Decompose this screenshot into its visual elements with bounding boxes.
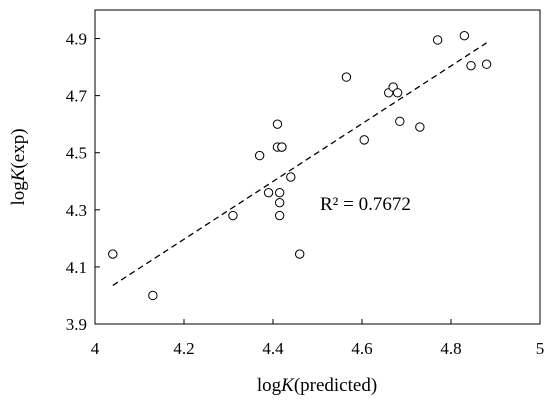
y-tick-label: 3.9	[66, 315, 87, 334]
data-point	[108, 249, 118, 259]
x-tick-label: 5	[536, 339, 545, 358]
data-point	[263, 187, 274, 198]
data-point	[228, 210, 238, 221]
data-points	[108, 30, 492, 301]
data-point	[359, 135, 369, 145]
x-axis-title: logK(predicted)	[257, 375, 377, 396]
y-tick-label: 4.3	[66, 201, 87, 220]
data-point	[254, 150, 265, 161]
y-tick-label: 4.9	[66, 30, 87, 49]
data-point	[415, 122, 425, 132]
data-point	[277, 142, 287, 152]
data-point	[395, 116, 405, 127]
data-point	[459, 30, 470, 41]
data-point	[274, 197, 285, 208]
data-point	[272, 119, 283, 129]
data-point	[148, 290, 158, 301]
trendline	[112, 42, 487, 287]
y-axis-title: logK(exp)	[8, 128, 29, 205]
trendline-group	[112, 42, 487, 287]
y-tick-label: 4.5	[66, 144, 87, 163]
x-tick-label: 4.2	[173, 339, 194, 358]
x-tick-label: 4	[91, 339, 100, 358]
data-point	[295, 249, 305, 259]
data-point	[286, 172, 296, 182]
data-point	[481, 59, 492, 69]
data-point	[466, 60, 476, 71]
r-squared-label: R² = 0.7672	[320, 194, 411, 215]
data-point	[432, 35, 443, 45]
x-tick-label: 4.8	[440, 339, 461, 358]
y-tick-label: 4.7	[66, 87, 88, 106]
data-point	[341, 72, 352, 82]
x-tick-label: 4.4	[262, 339, 284, 358]
plot-frame	[94, 9, 541, 325]
axis-ticks: 4 4.2 4.4 4.6 4.8 5 3.9 4.1 4.3 4.5 4.7 4.9	[66, 30, 545, 358]
x-tick-label: 4.6	[351, 339, 372, 358]
y-tick-label: 4.1	[66, 258, 87, 277]
data-point	[274, 187, 285, 198]
data-point	[392, 88, 403, 98]
data-point	[274, 210, 285, 221]
